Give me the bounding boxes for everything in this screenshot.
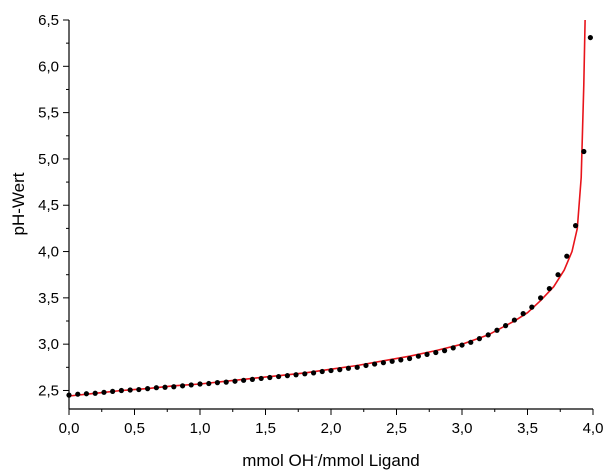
data-point xyxy=(110,388,116,395)
y-tick-label: 6,5 xyxy=(38,12,59,29)
y-tick-label: 4,5 xyxy=(38,197,59,214)
x-tick-label: 0,0 xyxy=(59,420,80,437)
y-tick-label: 5,5 xyxy=(38,105,59,122)
data-point xyxy=(398,357,404,363)
x-tick-label: 2,0 xyxy=(321,420,342,437)
data-point xyxy=(232,378,238,384)
data-point xyxy=(276,373,282,380)
data-point xyxy=(310,370,317,376)
data-point xyxy=(258,375,264,382)
data-point xyxy=(127,387,133,393)
data-point xyxy=(249,376,255,382)
data-point xyxy=(424,351,430,357)
y-tick-label: 5,0 xyxy=(38,151,59,168)
data-point xyxy=(572,223,579,229)
data-point xyxy=(223,379,229,385)
data-point xyxy=(450,345,456,351)
data-point xyxy=(345,365,352,371)
x-tick-label: 4,0 xyxy=(583,420,603,437)
y-axis-title: pH-Wert xyxy=(9,172,28,235)
data-point xyxy=(171,384,177,390)
x-tick-label: 3,5 xyxy=(517,420,538,437)
data-point xyxy=(214,380,221,386)
data-point xyxy=(293,372,299,378)
data-point xyxy=(389,358,395,364)
data-point xyxy=(153,385,159,391)
data-point xyxy=(407,355,413,362)
x-tick-label: 0,5 xyxy=(124,420,145,437)
data-point xyxy=(101,389,107,395)
data-point xyxy=(503,323,509,329)
data-point xyxy=(587,34,593,41)
data-point xyxy=(546,285,552,292)
data-point xyxy=(538,295,544,301)
data-point xyxy=(555,272,561,278)
x-tick-label: 1,0 xyxy=(190,420,211,437)
y-tick-label: 6,0 xyxy=(38,58,59,75)
data-point xyxy=(179,383,186,389)
data-point xyxy=(380,360,386,366)
data-point xyxy=(415,353,421,359)
x-axis-title-main: mmol OH xyxy=(242,451,314,470)
x-tick-label: 2,5 xyxy=(386,420,407,437)
data-point xyxy=(485,332,491,338)
data-point xyxy=(145,386,151,392)
data-point xyxy=(302,371,308,377)
data-point xyxy=(83,391,90,397)
data-point xyxy=(75,391,81,397)
data-point xyxy=(459,342,465,348)
x-axis-title: mmol OH-/mmol Ligand xyxy=(242,451,420,470)
data-point xyxy=(197,381,203,387)
data-point xyxy=(241,377,247,383)
data-point xyxy=(337,367,343,373)
data-point xyxy=(564,253,570,259)
data-point xyxy=(162,384,168,390)
data-point xyxy=(468,339,474,345)
data-point xyxy=(206,380,212,387)
data-point xyxy=(319,368,325,375)
data-point xyxy=(476,336,483,342)
data-point xyxy=(511,317,517,323)
x-axis-title-suffix: /mmol Ligand xyxy=(318,451,420,470)
x-axis-title-superscript: - xyxy=(314,451,318,463)
axes: 0,0 0,5 1,0 1,5 2,0 2,5 3,0 3,5 4,0 2,5 3,0 3,5 4,0 4… xyxy=(38,12,603,437)
y-tick-label: 4,0 xyxy=(38,244,59,261)
data-point xyxy=(520,311,526,317)
data-point xyxy=(328,367,334,374)
data-point xyxy=(441,348,448,354)
data-point xyxy=(494,327,500,333)
data-point xyxy=(433,349,439,356)
data-point xyxy=(363,362,369,369)
data-point xyxy=(267,374,273,381)
y-tick-label: 2,5 xyxy=(38,382,59,399)
data-point xyxy=(372,361,378,367)
series-layer xyxy=(66,19,593,398)
data-point xyxy=(354,364,360,370)
data-point xyxy=(581,148,587,155)
y-tick-label: 3,0 xyxy=(38,336,59,353)
data-point xyxy=(118,387,124,394)
x-tick-label: 3,0 xyxy=(452,420,473,437)
data-point xyxy=(529,304,535,310)
data-point xyxy=(284,373,290,379)
data-point xyxy=(66,392,72,398)
y-tick-label: 3,5 xyxy=(38,290,59,307)
data-point xyxy=(188,382,194,388)
data-point xyxy=(92,390,98,396)
data-point xyxy=(136,386,142,393)
fit-curve xyxy=(68,19,586,397)
x-tick-label: 1,5 xyxy=(255,420,276,437)
